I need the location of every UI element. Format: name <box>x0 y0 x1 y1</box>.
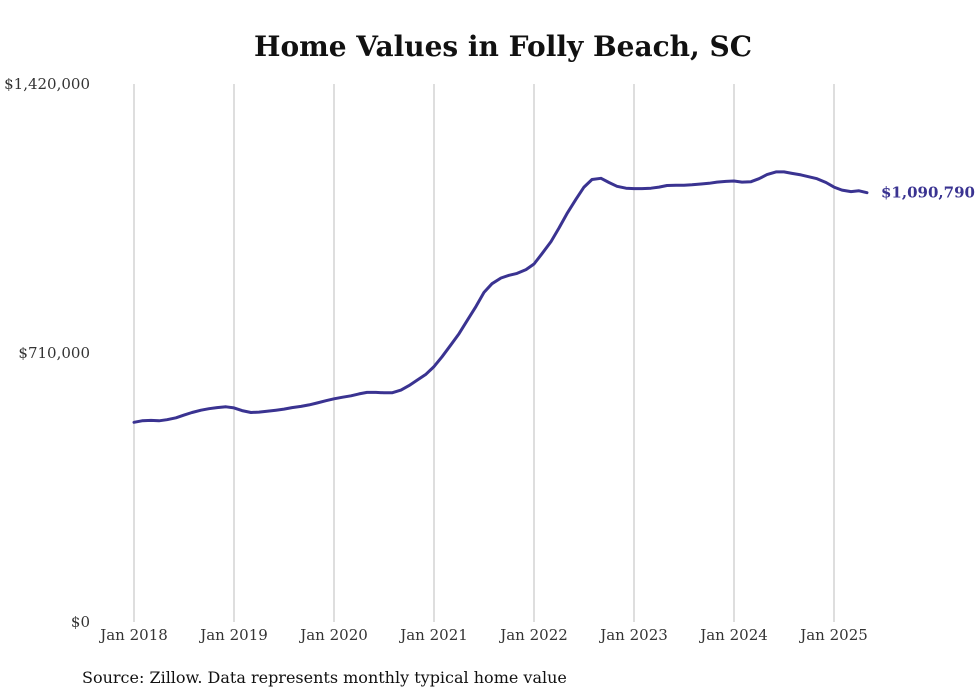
x-axis-ticks: Jan 2018 Jan 2019 Jan 2020 Jan 2021 Jan 2022… <box>98 626 868 644</box>
gridlines <box>133 84 835 622</box>
x-tick-label: Jan 2025 <box>798 626 868 644</box>
x-tick-label: Jan 2018 <box>98 626 168 644</box>
y-tick-label: $710,000 <box>18 344 90 362</box>
x-tick-label: Jan 2022 <box>498 626 568 644</box>
x-tick-label: Jan 2024 <box>698 626 768 644</box>
end-value-label: $1,090,790 <box>881 184 975 202</box>
y-axis-ticks: $0 $710,000 $1,420,000 <box>4 75 90 631</box>
x-tick-label: Jan 2020 <box>298 626 368 644</box>
x-tick-label: Jan 2021 <box>398 626 468 644</box>
source-note: Source: Zillow. Data represents monthly … <box>82 668 567 687</box>
y-tick-label: $1,420,000 <box>4 75 90 93</box>
series-line <box>132 170 869 424</box>
chart-title: Home Values in Folly Beach, SC <box>253 30 753 63</box>
x-tick-label: Jan 2023 <box>598 626 668 644</box>
x-tick-label: Jan 2019 <box>198 626 268 644</box>
y-tick-label: $0 <box>71 613 90 631</box>
